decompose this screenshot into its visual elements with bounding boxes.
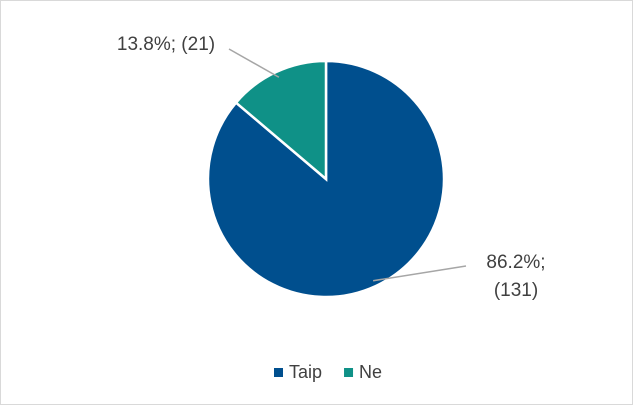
legend-label: Ne <box>359 362 382 382</box>
data-label: 86.2%; (131) <box>486 252 546 301</box>
legend-label: Taip <box>289 362 322 382</box>
legend-swatch <box>344 368 354 377</box>
legend-swatch <box>274 368 283 377</box>
leader-line <box>372 265 467 282</box>
data-label: 13.8%; (21) <box>116 34 216 55</box>
leader-line <box>228 48 280 78</box>
pie-slice <box>234 59 328 182</box>
